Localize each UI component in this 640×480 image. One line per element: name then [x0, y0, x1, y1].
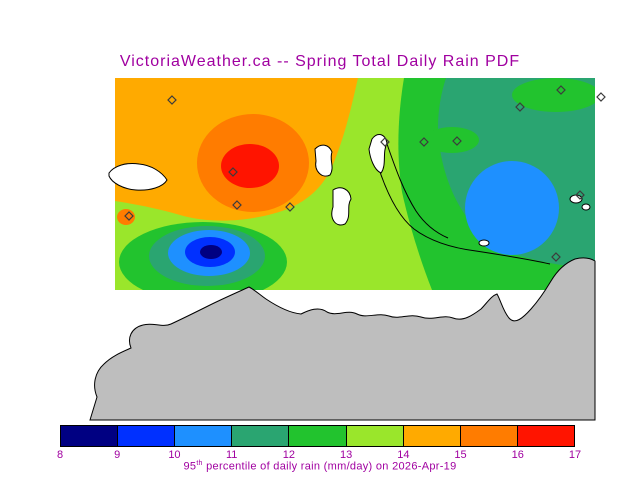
- contour-10-11-east-low: [465, 161, 559, 255]
- colorbar-cell-8-9: [61, 426, 119, 446]
- caption-superscript: th: [196, 460, 203, 467]
- contour-12-13-north-patch: [425, 127, 479, 153]
- station-diamond: [419, 137, 429, 147]
- colorbar-cell-15-16: [460, 426, 518, 446]
- colorbar-cell-12-13: [289, 426, 347, 446]
- colorbar-cell-13-14: [346, 426, 404, 446]
- colorbar-cell-9-10: [118, 426, 176, 446]
- station-diamond: [575, 190, 585, 200]
- peninsula-east-coastline: [386, 143, 449, 239]
- small-island-outline: [581, 203, 591, 211]
- station-diamond: [596, 92, 606, 102]
- small-island-outline: [478, 239, 490, 247]
- caption-prefix: 95: [183, 460, 197, 473]
- station-diamond: [515, 102, 525, 112]
- colorbar-cell-16-17: [517, 426, 574, 446]
- colorbar: [60, 425, 575, 447]
- contour-12-13-ne-patch: [512, 78, 595, 112]
- contour-field: [115, 78, 595, 290]
- victoria-harbour-outline: [331, 187, 352, 226]
- station-diamond: [556, 85, 566, 95]
- island-south-coastline: [379, 171, 551, 265]
- station-diamond: [551, 252, 561, 262]
- station-diamond: [167, 95, 177, 105]
- colorbar-cell-14-15: [403, 426, 461, 446]
- olympic-peninsula-landmass: [89, 257, 596, 421]
- station-diamond: [452, 136, 462, 146]
- station-diamond: [124, 211, 134, 221]
- colorbar-cell-11-12: [232, 426, 290, 446]
- west-headland-outline: [108, 163, 168, 191]
- contour-16-17-max-core: [221, 144, 279, 188]
- station-diamond: [232, 200, 242, 210]
- colorbar-caption: 95th percentile of daily rain (mm/day) o…: [0, 460, 640, 473]
- station-diamond: [285, 202, 295, 212]
- station-diamond: [380, 137, 390, 147]
- caption-rest: percentile of daily rain (mm/day) on 202…: [202, 460, 457, 473]
- station-diamond: [228, 167, 238, 177]
- coastlines: [108, 134, 591, 265]
- chart-title: VictoriaWeather.ca -- Spring Total Daily…: [119, 53, 521, 70]
- contour-8-9-min-core: [200, 245, 222, 259]
- esquimalt-harbour-outline: [314, 144, 333, 177]
- colorbar-cell-10-11: [175, 426, 233, 446]
- station-markers: [124, 85, 606, 262]
